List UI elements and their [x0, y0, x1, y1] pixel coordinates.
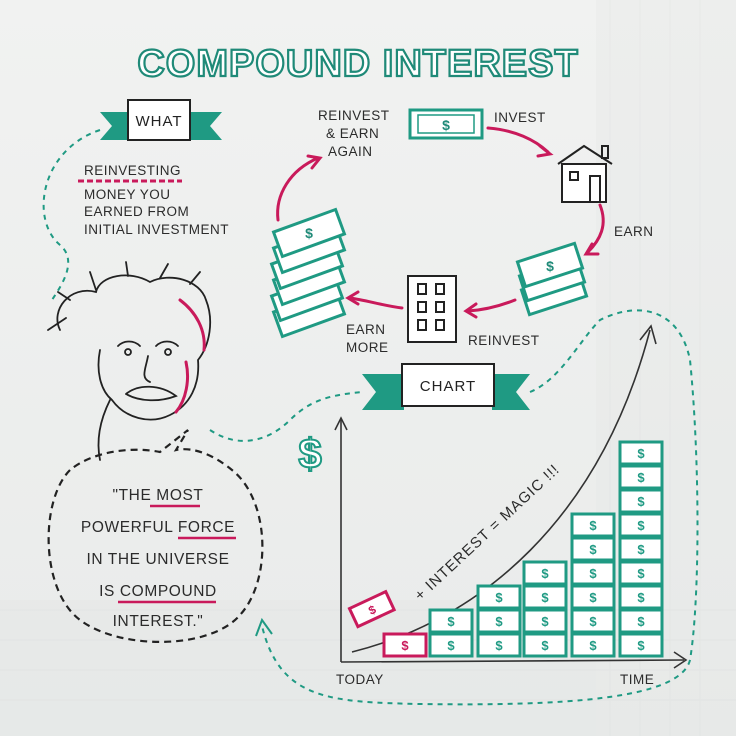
svg-text:$: $	[546, 258, 554, 274]
quote-line-2: POWERFUL FORCE	[81, 519, 235, 536]
chart-bar-bill	[570, 608, 616, 634]
chart-bar-bill	[618, 608, 664, 634]
x-axis-end: TIME	[620, 672, 654, 687]
chart-bar-bill	[618, 560, 664, 586]
cycle-arrows	[276, 126, 605, 319]
chart-bar-bill	[382, 632, 428, 658]
dashed-connector-left	[42, 129, 101, 301]
svg-text:$: $	[305, 225, 313, 241]
chart-bar-bill	[570, 512, 616, 538]
einstein-portrait	[47, 261, 212, 461]
invest-label: INVEST	[494, 110, 546, 125]
quote-line-4: IS COMPOUND	[99, 583, 217, 600]
chart-bar-bill	[522, 560, 568, 586]
x-axis-start: TODAY	[336, 672, 384, 687]
bill-dollar-mark: $	[541, 614, 549, 629]
chart-bar-bill	[522, 632, 568, 658]
chart-bar-bill	[476, 632, 522, 658]
bill-dollar-mark: $	[589, 614, 597, 629]
definition: REINVESTING MONEY YOU EARNED FROM INITIA…	[78, 163, 229, 237]
money-pile-icon: $	[269, 207, 347, 339]
reinvest-label: REINVEST	[468, 333, 540, 348]
chart-bar-bill	[618, 464, 664, 490]
bill-dollar-mark: $	[447, 638, 455, 653]
chart-bar-bill	[570, 584, 616, 610]
definition-line-2: MONEY YOU	[84, 187, 171, 202]
chart-return-arrowhead	[255, 617, 273, 637]
svg-text:$: $	[442, 117, 450, 133]
chart-bar-bill	[618, 536, 664, 562]
bill-dollar-mark: $	[401, 638, 409, 653]
bill-dollar-mark: $	[637, 494, 645, 509]
bill-dollar-mark: $	[541, 590, 549, 605]
dashed-connector-chart	[209, 309, 699, 706]
bill-dollar-mark: $	[637, 542, 645, 557]
page-title: COMPOUND INTEREST	[137, 43, 578, 85]
chart-bars: $ $ $ $ $ $ $ $ $ $ $ $ $ $ $ $ $ $ $ $ $ $ $ $ $	[382, 440, 664, 658]
bill-dollar-mark: $	[589, 518, 597, 533]
earn-more-2: MORE	[346, 340, 389, 355]
bill-dollar-mark: $	[589, 590, 597, 605]
definition-line-1: REINVESTING	[84, 163, 181, 178]
bill-dollar-mark: $	[637, 590, 645, 605]
chart-bar-bill	[522, 584, 568, 610]
chart-bar-bill	[570, 560, 616, 586]
reinvest-earn-again-3: AGAIN	[328, 144, 373, 159]
what-banner-label: WHAT	[135, 113, 182, 130]
quote-line-3: IN THE UNIVERSE	[86, 551, 229, 568]
bill-dollar-mark: $	[495, 590, 503, 605]
chart-bar-bill	[476, 584, 522, 610]
bill-dollar-mark: $	[589, 566, 597, 581]
initial-bill-note: $	[347, 589, 397, 629]
bill-dollar-mark: $	[637, 614, 645, 629]
quote-line-5: INTEREST."	[113, 613, 204, 630]
reinvest-earn-again-2: & EARN	[326, 126, 379, 141]
chart-bar-bill	[476, 608, 522, 634]
invest-money-icon: $	[408, 108, 484, 140]
definition-line-4: INITIAL INVESTMENT	[84, 222, 229, 237]
chart-bar-bill	[428, 608, 474, 634]
quote-line-1: "THE MOST	[113, 487, 204, 504]
chart-bar-bill	[618, 440, 664, 466]
chart-bar-bill	[618, 632, 664, 658]
bill-dollar-mark: $	[495, 638, 503, 653]
earn-label: EARN	[614, 224, 654, 239]
chart-bar-bill	[618, 584, 664, 610]
bill-dollar-mark: $	[637, 566, 645, 581]
building-icon	[407, 275, 457, 343]
chart-bar-bill	[522, 608, 568, 634]
chart-bar-bill	[428, 632, 474, 658]
house-icon	[557, 144, 613, 203]
bill-dollar-mark: $	[447, 614, 455, 629]
what-banner: WHAT	[100, 99, 222, 141]
money-stack-icon: $	[515, 241, 589, 317]
bill-dollar-mark: $	[637, 446, 645, 461]
reinvest-earn-again-1: REINVEST	[318, 108, 390, 123]
bill-dollar-mark: $	[541, 638, 549, 653]
chart-bar-bill	[570, 632, 616, 658]
definition-line-3: EARNED FROM	[84, 204, 189, 219]
bill-dollar-mark: $	[589, 638, 597, 653]
chart-bar-bill	[618, 488, 664, 514]
bill-dollar-mark: $	[637, 470, 645, 485]
y-axis-label: $	[298, 430, 321, 477]
chart-bar-bill	[618, 512, 664, 538]
chart-banner-label: CHART	[420, 378, 476, 395]
bill-dollar-mark: $	[495, 614, 503, 629]
earn-more-1: EARN	[346, 322, 386, 337]
bill-dollar-mark: $	[589, 542, 597, 557]
bill-dollar-mark: $	[637, 518, 645, 533]
quote-bubble: "THE MOST POWERFUL FORCE IN THE UNIVERSE…	[47, 429, 264, 643]
chart-bar-bill	[570, 536, 616, 562]
bill-dollar-mark: $	[541, 566, 549, 581]
chart-banner: CHART	[362, 363, 530, 410]
bill-dollar-mark: $	[637, 638, 645, 653]
